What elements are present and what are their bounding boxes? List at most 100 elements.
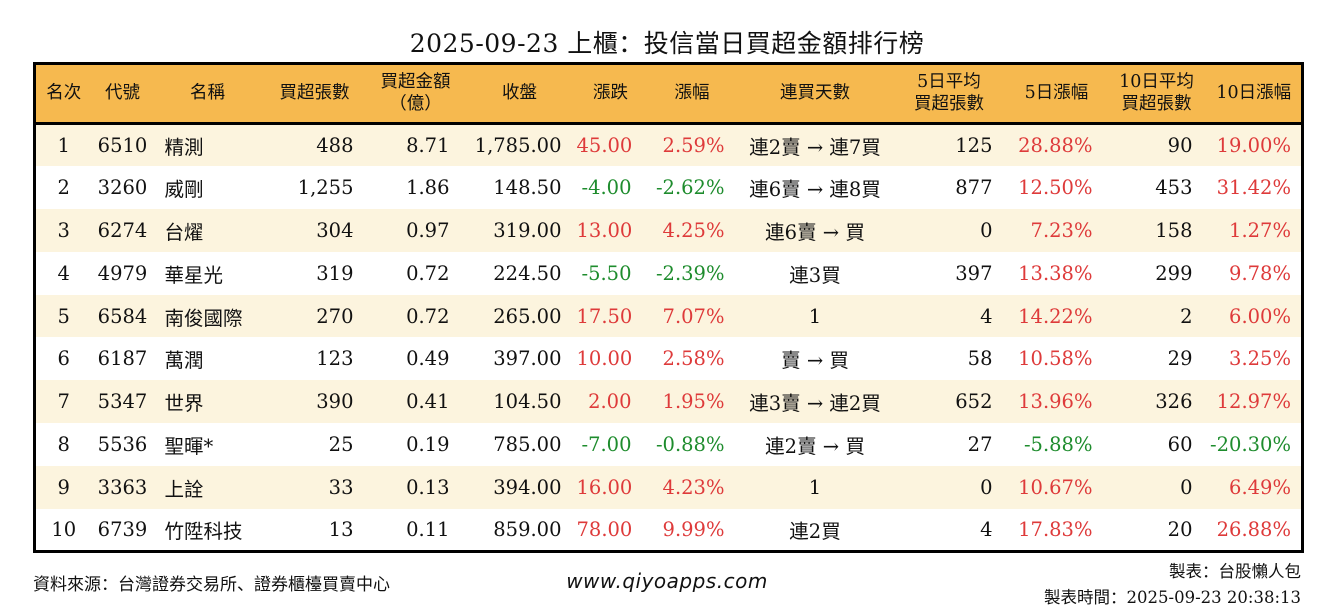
cell-streak: 賣 → 買: [781, 349, 849, 373]
cell-avg5: 877: [955, 176, 993, 200]
cell-amt: 0.41: [406, 390, 450, 414]
cell-close: 397.00: [493, 347, 562, 371]
cell-chg_pct: -2.62%: [655, 176, 725, 200]
cell-code: 5536: [97, 432, 148, 456]
cell-amt: 0.97: [406, 218, 450, 242]
cell-streak: 連6賣 → 連8買: [749, 178, 881, 202]
table-row: 3 6274 台燿 304 0.97 319.00 13.00 4.25% 連6賣 → 買 0 7.…: [34, 209, 1303, 252]
cell-chg_pct: -0.88%: [655, 432, 725, 456]
cell-avg10: 299: [1155, 261, 1193, 285]
cell-pct10: 9.78%: [1229, 261, 1291, 285]
cell-streak: 連2買: [789, 519, 841, 543]
table-row: 7 5347 世界 390 0.41 104.50 2.00 1.95% 連3賣 → 連2買 65…: [34, 380, 1303, 424]
cell-pct5: 14.22%: [1018, 304, 1093, 328]
col-header-code: 代號: [91, 63, 154, 125]
cell-vol: 488: [316, 134, 354, 158]
cell-avg10: 29: [1167, 347, 1193, 371]
cell-code: 6187: [97, 347, 148, 371]
cell-close: 224.50: [493, 261, 562, 285]
cell-avg5: 0: [980, 475, 993, 499]
cell-chg: 2.00: [588, 390, 632, 414]
cell-code: 6274: [97, 218, 148, 242]
cell-code: 6739: [97, 517, 148, 541]
cell-avg10: 0: [1180, 475, 1193, 499]
cell-vol: 270: [316, 304, 354, 328]
cell-pct5: -5.88%: [1023, 432, 1093, 456]
cell-streak: 連3賣 → 連2買: [749, 392, 881, 416]
cell-name: 竹陞科技: [164, 519, 243, 543]
cell-pct5: 10.58%: [1018, 347, 1093, 371]
cell-chg_pct: 4.23%: [662, 475, 725, 499]
cell-vol: 304: [316, 218, 354, 242]
header-row: 名次 代號 名稱 買超張數 買超金額 （億） 收盤 漲跌 漲幅 連買天數 5日平均 買超張數 5日漲…: [34, 63, 1303, 125]
col-header-rank: 名次: [34, 63, 92, 125]
cell-rank: 4: [57, 261, 70, 285]
cell-chg: -4.00: [581, 176, 632, 200]
cell-vol: 390: [316, 390, 354, 414]
cell-avg10: 90: [1167, 134, 1193, 158]
cell-chg: 78.00: [576, 517, 633, 541]
col-header-amt: 買超金額 （億）: [367, 63, 464, 125]
cell-close: 148.50: [493, 176, 562, 200]
cell-avg5: 397: [955, 261, 993, 285]
cell-rank: 2: [57, 176, 70, 200]
cell-amt: 0.13: [406, 475, 450, 499]
cell-streak: 連3買: [789, 263, 841, 287]
maker-credit: 製表：台股懶人包: [1169, 562, 1301, 581]
cell-chg: 10.00: [576, 347, 633, 371]
col-header-name: 名稱: [153, 63, 262, 125]
cell-rank: 5: [57, 304, 70, 328]
cell-amt: 1.86: [406, 176, 450, 200]
cell-amt: 0.49: [406, 347, 450, 371]
cell-close: 1,785.00: [474, 134, 562, 158]
cell-rank: 10: [51, 517, 77, 541]
table-row: 1 6510 精測 488 8.71 1,785.00 45.00 2.59% 連2賣 → 連7…: [34, 123, 1303, 167]
col-header-pct10: 10日漲幅: [1206, 63, 1303, 125]
cell-name: 世界: [164, 392, 204, 416]
cell-name: 上詮: [164, 477, 204, 501]
cell-pct5: 13.38%: [1018, 261, 1093, 285]
cell-pct10: 1.27%: [1229, 218, 1291, 242]
ranking-table: 名次 代號 名稱 買超張數 買超金額 （億） 收盤 漲跌 漲幅 連買天數 5日平均 買超張數 5日漲…: [33, 62, 1304, 553]
table-row: 8 5536 聖暉* 25 0.19 785.00 -7.00 -0.88% 連2賣 → 買 27…: [34, 423, 1303, 466]
table-row: 6 6187 萬潤 123 0.49 397.00 10.00 2.58% 賣 → 買 58 10.…: [34, 337, 1303, 381]
cell-avg5: 4: [980, 517, 993, 541]
cell-pct5: 7.23%: [1030, 218, 1093, 242]
cell-streak: 連2賣 → 買: [765, 434, 865, 458]
table-row: 10 6739 竹陞科技 13 0.11 859.00 78.00 9.99% 連2買 4 17.8…: [34, 508, 1303, 552]
cell-name: 聖暉*: [164, 434, 214, 458]
cell-pct5: 12.50%: [1018, 176, 1093, 200]
col-header-streak: 連買天數: [738, 63, 892, 125]
cell-pct10: 26.88%: [1216, 517, 1291, 541]
cell-name: 精測: [164, 136, 204, 160]
col-header-chg: 漲跌: [575, 63, 646, 125]
cell-amt: 8.71: [406, 134, 450, 158]
cell-close: 319.00: [493, 218, 562, 242]
table-row: 4 4979 華星光 319 0.72 224.50 -5.50 -2.39% 連3買 397 13…: [34, 251, 1303, 295]
table-header: 名次 代號 名稱 買超張數 買超金額 （億） 收盤 漲跌 漲幅 連買天數 5日平均 買超張數 5日漲…: [34, 63, 1303, 125]
table-row: 5 6584 南俊國際 270 0.72 265.00 17.50 7.07% 1 4 14.22%…: [34, 294, 1303, 338]
cell-chg: -5.50: [581, 261, 632, 285]
cell-avg10: 2: [1180, 304, 1193, 328]
cell-code: 4979: [97, 261, 148, 285]
cell-code: 5347: [97, 390, 148, 414]
cell-chg_pct: 2.59%: [662, 134, 725, 158]
cell-rank: 8: [57, 432, 70, 456]
cell-name: 南俊國際: [164, 306, 243, 330]
cell-code: 3260: [97, 176, 148, 200]
cell-chg_pct: 9.99%: [662, 517, 725, 541]
cell-pct10: 6.00%: [1229, 304, 1291, 328]
cell-vol: 13: [328, 517, 354, 541]
cell-chg_pct: 2.58%: [662, 347, 725, 371]
cell-amt: 0.11: [406, 517, 450, 541]
cell-streak: 連6賣 → 買: [765, 220, 865, 244]
table-body: 1 6510 精測 488 8.71 1,785.00 45.00 2.59% 連2賣 → 連7…: [34, 123, 1303, 552]
cell-rank: 7: [57, 390, 70, 414]
col-header-avg5: 5日平均 買超張數: [891, 63, 1007, 125]
cell-code: 6510: [97, 134, 148, 158]
col-header-chg_pct: 漲幅: [645, 63, 739, 125]
cell-vol: 1,255: [297, 176, 354, 200]
cell-chg_pct: 1.95%: [662, 390, 725, 414]
cell-chg_pct: 4.25%: [662, 218, 725, 242]
cell-streak: 連2賣 → 連7買: [749, 136, 881, 160]
